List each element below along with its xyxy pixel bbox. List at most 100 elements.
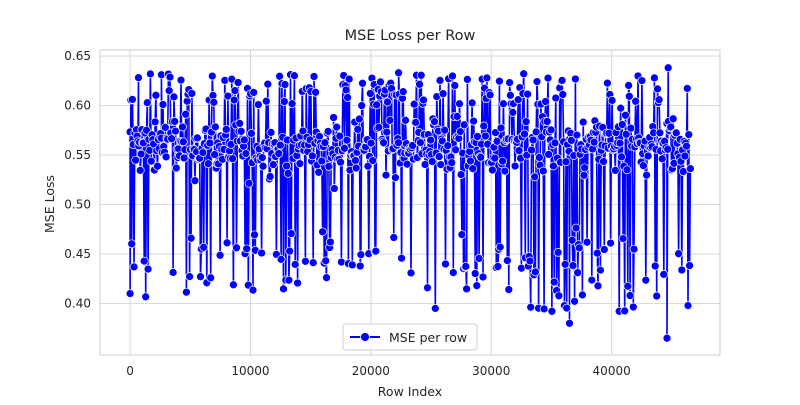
data-point (680, 151, 690, 161)
y-tick-label: 0.45 (64, 247, 91, 261)
data-point (381, 170, 391, 180)
data-point (531, 127, 541, 137)
data-point (485, 90, 495, 100)
data-point (621, 129, 631, 139)
data-point (525, 256, 535, 266)
data-point (684, 130, 694, 139)
data-point (438, 89, 448, 99)
data-point (506, 90, 515, 100)
data-point (236, 126, 246, 136)
data-point (685, 261, 694, 270)
data-point (332, 122, 342, 132)
data-point (527, 145, 536, 155)
data-point (436, 160, 446, 169)
data-point (535, 153, 544, 162)
data-point (519, 69, 529, 79)
data-point (435, 76, 445, 85)
data-point (561, 157, 571, 167)
data-point (526, 302, 536, 312)
data-point (136, 149, 146, 159)
data-point (502, 256, 512, 265)
x-tick-label: 0 (126, 364, 134, 378)
data-point (567, 136, 576, 145)
y-tick-label: 0.50 (64, 197, 91, 211)
data-point (324, 162, 334, 171)
data-point (368, 156, 378, 165)
legend: MSE per row (342, 323, 478, 351)
data-point (389, 233, 399, 242)
data-point (579, 170, 589, 180)
data-point (402, 159, 412, 169)
data-point (153, 161, 162, 171)
data-point (441, 259, 450, 269)
data-point (549, 161, 558, 171)
data-point (182, 287, 191, 297)
data-point (495, 76, 504, 86)
data-point (496, 123, 506, 133)
data-point (578, 290, 587, 300)
data-point (279, 284, 288, 294)
data-point (280, 80, 290, 89)
y-tick-label: 0.55 (64, 148, 91, 162)
data-point (596, 265, 605, 275)
data-point (160, 123, 170, 132)
data-point (284, 275, 294, 285)
data-point (452, 112, 462, 121)
data-point (427, 157, 437, 166)
data-point (657, 154, 667, 164)
data-point (593, 281, 603, 291)
data-point (406, 268, 416, 278)
data-point (474, 254, 484, 263)
chart-title: MSE Loss per Row (345, 28, 476, 44)
data-point (616, 103, 626, 113)
data-point (321, 256, 331, 266)
data-point (341, 85, 351, 95)
data-point (329, 184, 339, 193)
data-point (206, 273, 216, 283)
data-point (258, 161, 268, 171)
data-point (528, 135, 538, 145)
data-point (659, 270, 669, 279)
data-point (437, 136, 447, 146)
data-point (573, 268, 583, 278)
data-point (241, 149, 251, 158)
data-point (391, 173, 400, 182)
data-point (320, 138, 330, 148)
data-point (443, 141, 453, 151)
data-point (335, 131, 345, 141)
data-point (351, 156, 360, 165)
data-point (198, 148, 208, 157)
data-point (317, 156, 327, 166)
data-point (567, 235, 577, 245)
data-point (311, 87, 320, 97)
data-point (466, 156, 475, 166)
data-point (481, 131, 490, 141)
data-point (263, 79, 273, 89)
data-point (383, 97, 392, 107)
data-point (461, 262, 471, 271)
plot-frame (99, 49, 721, 356)
data-point (650, 261, 660, 271)
data-point (229, 95, 239, 105)
data-point (186, 233, 196, 243)
data-point (261, 96, 271, 106)
data-point (207, 71, 217, 81)
data-point (499, 99, 508, 109)
data-point (578, 117, 588, 127)
data-point (209, 97, 219, 107)
data-point (666, 122, 676, 132)
data-point (488, 165, 497, 175)
data-point (351, 163, 361, 173)
data-point (257, 153, 267, 162)
data-point (500, 166, 510, 176)
y-tick-label: 0.60 (64, 98, 91, 112)
data-point (185, 272, 194, 281)
x-tick-label: 30000 (472, 364, 510, 378)
data-point (151, 90, 161, 100)
data-point (571, 74, 580, 84)
data-point (282, 161, 291, 171)
data-point (639, 161, 648, 171)
data-point (199, 242, 209, 252)
data-point (193, 133, 202, 143)
